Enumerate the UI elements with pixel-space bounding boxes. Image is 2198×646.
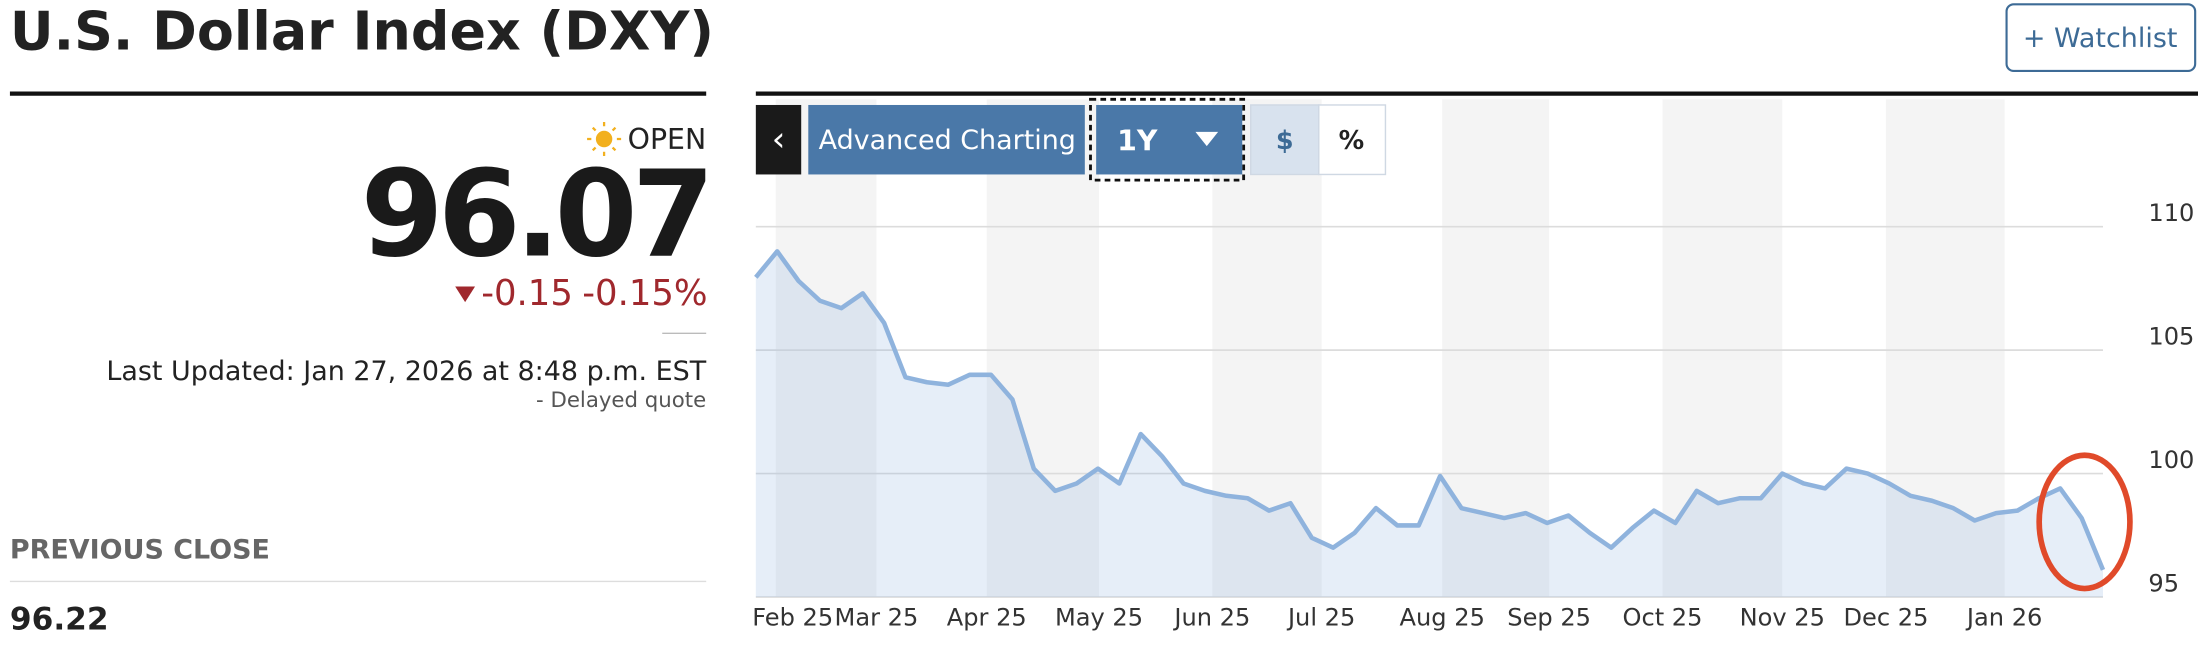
x-tick-label: Oct 25 — [1622, 603, 1702, 631]
x-tick-label: Jul 25 — [1286, 603, 1355, 631]
percent-label[interactable]: % — [1339, 126, 1365, 156]
back-button[interactable] — [755, 104, 802, 175]
delay-note: - Delayed quote — [536, 388, 706, 413]
change: -0.15 — [481, 273, 573, 314]
focus-outline — [1089, 97, 1246, 182]
plot: 95 100 105 110 Feb 25 Mar 25 Apr 25 May 25 Jun 2… — [752, 199, 2194, 631]
last-updated: Last Updated: Jan 27, 2026 at 8:48 p.m. … — [106, 356, 706, 387]
x-tick-label: Jun 25 — [1172, 603, 1250, 631]
watchlist-button[interactable] — [2005, 3, 2197, 73]
page-title: U.S. Dollar Index (DXY) — [10, 0, 714, 63]
down-arrow — [455, 286, 476, 303]
x-tick-label: Dec 25 — [1843, 603, 1928, 631]
y-tick-label: 110 — [2148, 199, 2194, 227]
range-label[interactable]: 1Y — [1117, 124, 1158, 157]
percent-button[interactable] — [1318, 104, 1387, 176]
month-band — [775, 99, 877, 598]
x-tick-label: May 25 — [1055, 603, 1143, 631]
dropdown-arrow — [1195, 131, 1219, 147]
change-percent: -0.15% — [582, 273, 707, 314]
back-label[interactable]: ‹ — [772, 119, 786, 159]
month-band — [1212, 99, 1322, 598]
line — [754, 249, 2106, 571]
y-tick-label: 105 — [2148, 322, 2194, 350]
month-band — [1885, 99, 2005, 598]
month-band — [986, 99, 1100, 598]
market-status: OPEN — [628, 123, 707, 156]
advanced-charting-button[interactable] — [808, 104, 1085, 175]
advanced-charting-label[interactable]: Advanced Charting — [819, 125, 1076, 156]
x-tick-label: Jan 26 — [1965, 603, 2042, 631]
sun-icon — [587, 121, 622, 157]
y-tick-label: 95 — [2148, 569, 2179, 597]
x-tick-label: Feb 25 — [752, 603, 833, 631]
range-select[interactable] — [1096, 104, 1243, 175]
x-tick-label: Apr 25 — [947, 603, 1027, 631]
currency-label[interactable]: $ — [1276, 126, 1294, 156]
x-tick-label: Aug 25 — [1400, 603, 1485, 631]
previous-close-label: PREVIOUS CLOSE — [10, 535, 270, 566]
x-tick-label: Mar 25 — [835, 603, 919, 631]
currency-button[interactable] — [1250, 104, 1320, 176]
previous-close: 96.22 — [10, 602, 109, 638]
price: 96.07 — [361, 145, 709, 284]
x-tick-label: Sep 25 — [1507, 603, 1591, 631]
watchlist-label[interactable]: + Watchlist — [2023, 23, 2178, 54]
area — [755, 251, 2103, 598]
x-tick-label: Nov 25 — [1740, 603, 1825, 631]
y-tick-label: 100 — [2148, 446, 2194, 474]
highlight-circle — [2036, 452, 2133, 592]
